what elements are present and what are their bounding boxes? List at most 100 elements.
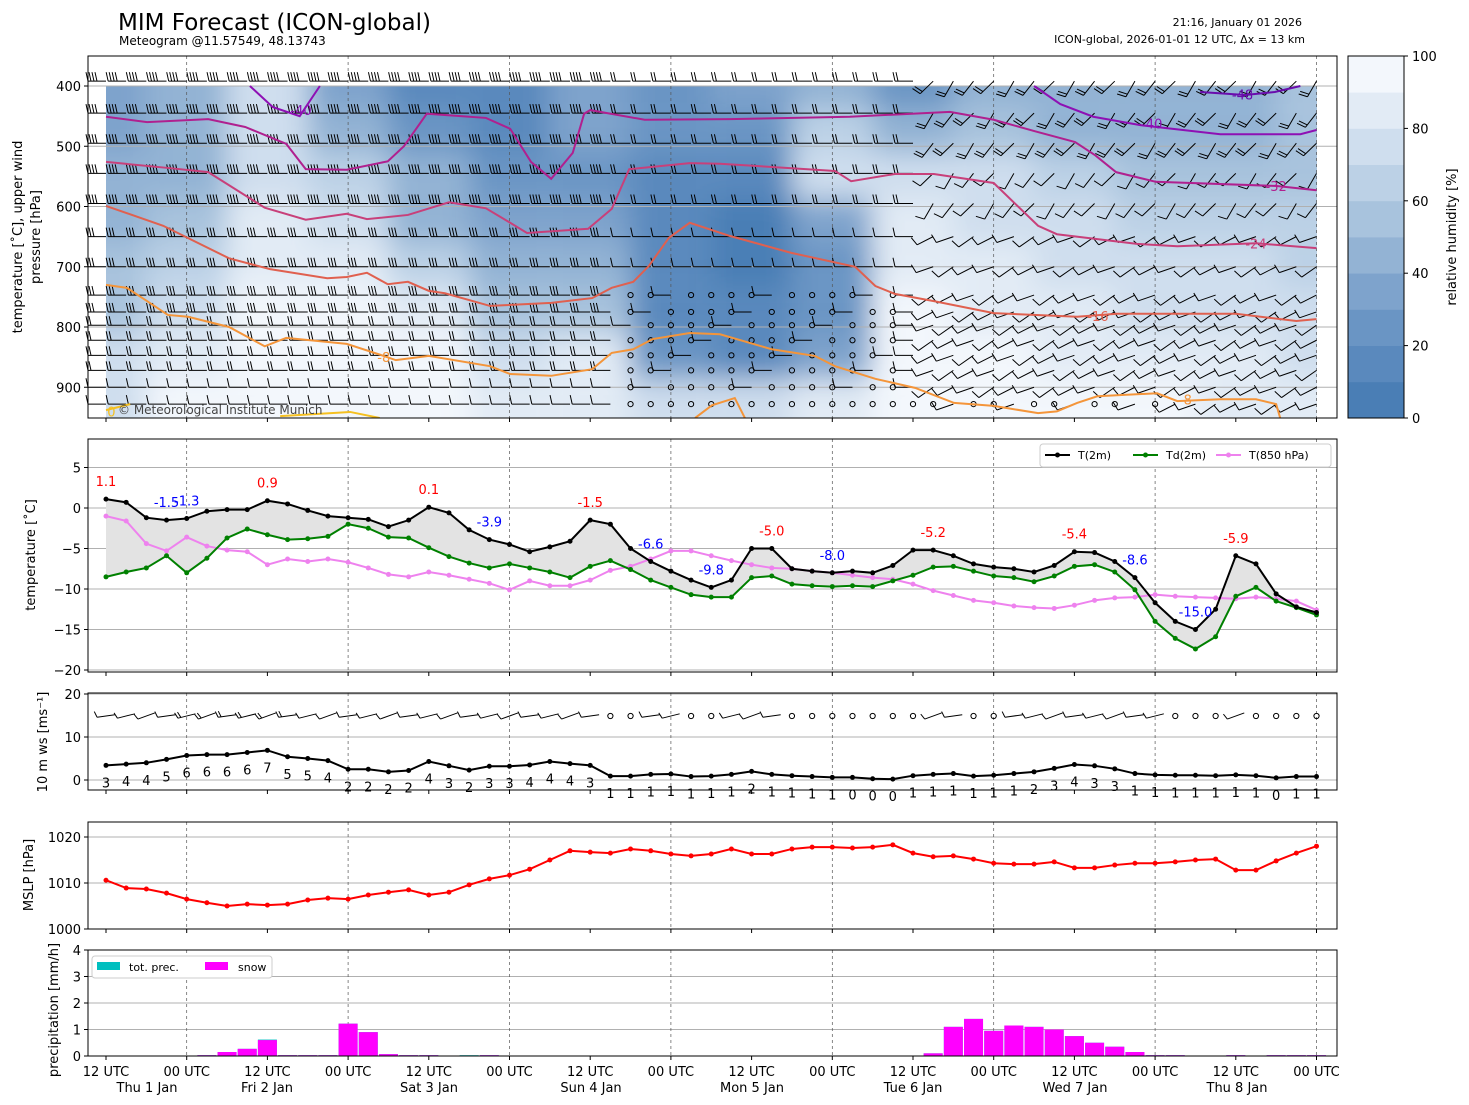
wind-barb <box>670 194 692 204</box>
barb-feather <box>347 194 351 204</box>
surface-wind-barb <box>234 711 257 719</box>
barb-feather <box>771 104 775 114</box>
wind-barb <box>972 173 995 187</box>
wind-barb <box>610 227 631 238</box>
wind-barb <box>1074 173 1095 188</box>
barb-feather <box>489 257 492 267</box>
data-point <box>184 752 190 758</box>
barb-feather <box>489 331 492 341</box>
wind-barb <box>892 257 913 268</box>
barb-feather <box>356 164 360 174</box>
barb-feather <box>529 72 533 82</box>
barb-feather <box>111 104 115 114</box>
barb-feather <box>166 194 170 204</box>
barb-feather <box>1132 384 1139 394</box>
wind-barb <box>327 378 349 388</box>
barb-feather <box>235 104 239 114</box>
barb-feather <box>489 378 492 388</box>
barb-staff <box>1037 236 1055 246</box>
wind-barb <box>408 302 429 313</box>
wind-barb <box>751 134 772 144</box>
barb-staff <box>980 173 995 187</box>
wind-barb <box>186 395 207 405</box>
barb-feather <box>914 86 923 93</box>
barb-feather <box>774 164 778 174</box>
humidity-cell <box>711 86 792 109</box>
barb-feather <box>270 194 274 204</box>
wind-speed-label: 1 <box>929 785 937 800</box>
wind-barb <box>246 227 268 238</box>
barb-feather <box>290 285 294 296</box>
barb-staff <box>1159 354 1176 364</box>
data-point <box>849 774 855 780</box>
wind-barb <box>831 194 853 204</box>
wind-barb <box>246 346 268 356</box>
barb-feather <box>690 194 694 204</box>
barb-feather <box>578 104 582 114</box>
barb-feather <box>257 712 263 719</box>
barb-staff <box>1206 142 1217 160</box>
barb-feather <box>229 285 233 296</box>
barb-feather <box>658 712 663 719</box>
wind-barb <box>1233 353 1257 362</box>
barb-feather <box>549 257 553 267</box>
isotherm-label: -16 <box>1087 310 1108 325</box>
wind-barb <box>1031 264 1055 274</box>
wind-barb <box>408 378 429 388</box>
wind-barb <box>408 316 429 326</box>
barb-feather <box>595 72 599 82</box>
wind-barb <box>1253 337 1277 347</box>
barb-feather <box>189 361 193 371</box>
calm-wind-circle <box>1313 712 1320 720</box>
barb-feather <box>892 331 896 341</box>
barb-feather <box>552 257 556 267</box>
barb-feather <box>91 227 95 237</box>
humidity-cell <box>1114 86 1196 109</box>
barb-feather <box>391 331 395 341</box>
barb-feather <box>509 257 513 267</box>
barb-feather <box>933 122 943 128</box>
barb-feather <box>356 134 360 144</box>
barb-feather <box>111 302 115 313</box>
wind-barb <box>710 194 732 204</box>
wind-barb <box>1155 142 1176 158</box>
legend-marker <box>1226 452 1231 458</box>
barb-feather <box>353 302 357 313</box>
wind-barb <box>1012 311 1035 323</box>
wind-barb <box>146 227 167 238</box>
wind-speed-label: 1 <box>647 785 655 800</box>
data-point <box>1192 857 1198 863</box>
wind-barb <box>226 302 248 313</box>
barb-feather <box>515 285 519 296</box>
barb-feather <box>235 134 239 144</box>
barb-feather <box>434 104 438 114</box>
barb-feather <box>1175 213 1185 219</box>
barb-feather <box>307 331 311 341</box>
data-point <box>728 594 734 600</box>
wind-barb <box>991 386 1015 396</box>
wind-barb <box>650 285 671 296</box>
barb-feather <box>991 270 1000 278</box>
wind-barb <box>267 302 288 313</box>
barb-feather <box>350 72 354 82</box>
data-point <box>527 762 533 768</box>
barb-feather <box>670 194 674 204</box>
barb-feather <box>330 227 334 237</box>
wind-barb <box>509 104 530 114</box>
isotherm-label: -24 <box>1245 237 1266 252</box>
barb-feather <box>1278 215 1288 220</box>
barb-feather <box>336 134 340 144</box>
barb-feather <box>376 194 380 204</box>
barb-feather <box>529 285 533 296</box>
barb-feather <box>229 346 233 356</box>
data-point <box>1092 562 1098 568</box>
barb-feather <box>509 378 513 388</box>
surface-wind-barb <box>315 712 337 720</box>
barb-feather <box>892 346 896 356</box>
wind-barb <box>1213 294 1237 306</box>
barb-feather <box>232 227 236 237</box>
barb-feather <box>951 240 960 248</box>
barb-feather <box>515 257 519 267</box>
wind-barb <box>1278 203 1297 220</box>
barb-feather <box>347 331 351 341</box>
